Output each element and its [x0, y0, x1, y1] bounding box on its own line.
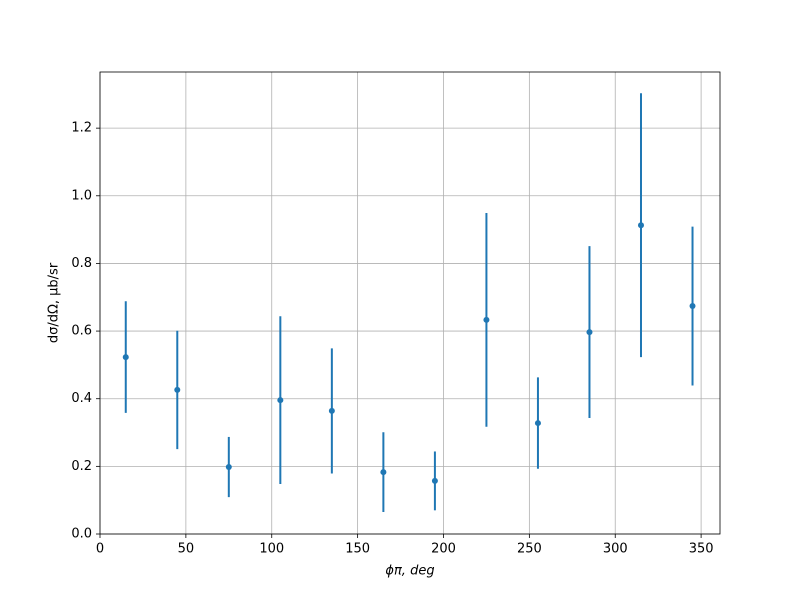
data-point: [586, 329, 593, 336]
data-point: [534, 420, 541, 427]
y-tick-label: 1.2: [71, 121, 92, 136]
data-point: [277, 397, 284, 404]
y-tick-label: 0.2: [71, 459, 92, 474]
x-tick-label: 0: [96, 542, 104, 557]
data-point: [174, 386, 181, 393]
y-tick-label: 0.6: [71, 324, 92, 339]
x-tick-label: 100: [259, 542, 284, 557]
x-tick-label: 200: [431, 542, 456, 557]
y-tick-label: 0.0: [71, 527, 92, 542]
data-point: [380, 469, 387, 476]
data-point: [122, 354, 129, 361]
x-tick-label: 50: [178, 542, 195, 557]
y-axis-label: dσ/dΩ, μb/sr: [47, 262, 62, 343]
y-tick-label: 0.4: [71, 391, 92, 406]
data-point: [483, 316, 490, 323]
data-point: [431, 477, 438, 484]
x-tick-label: 250: [517, 542, 542, 557]
x-tick-label: 150: [345, 542, 370, 557]
data-point: [328, 407, 335, 414]
plot-frame: [99, 71, 721, 535]
y-tick-label: 0.8: [71, 256, 92, 271]
y-tick-label: 1.0: [71, 188, 92, 203]
x-tick-label: 350: [689, 542, 714, 557]
data-point: [637, 222, 644, 229]
data-point: [225, 464, 232, 471]
x-axis-label: ϕπ, deg: [385, 564, 434, 579]
data-point: [689, 303, 696, 310]
x-tick-label: 300: [603, 542, 628, 557]
